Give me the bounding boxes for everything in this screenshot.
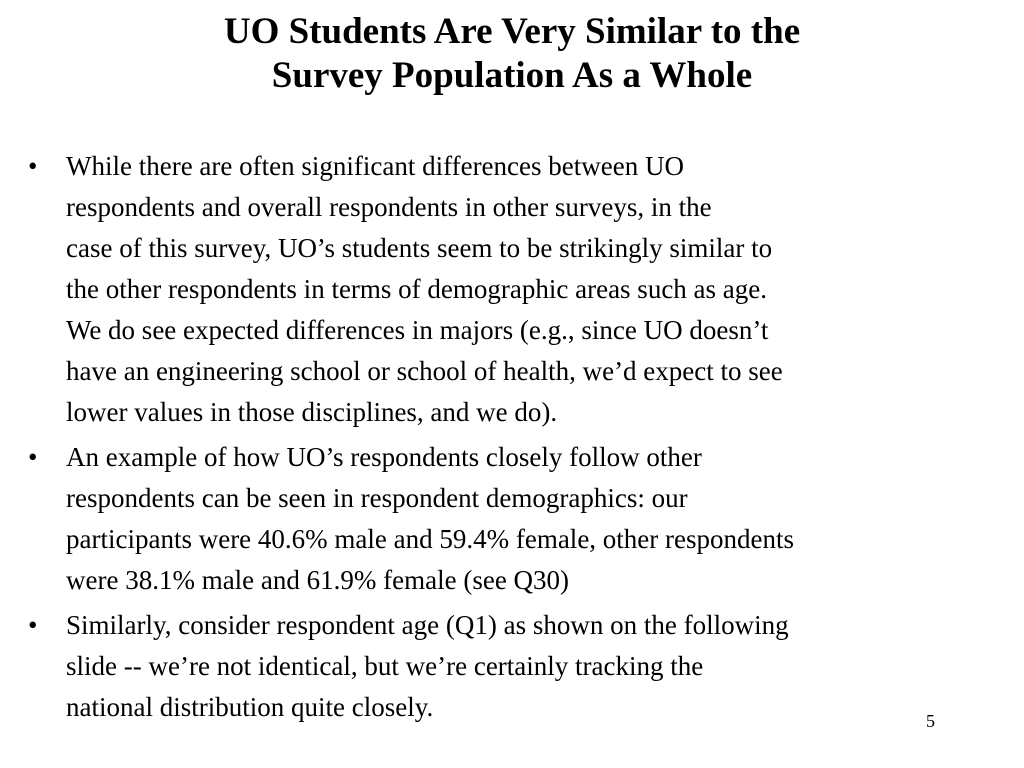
bullet-line: We do see expected differences in majors… <box>66 315 769 345</box>
bullet-line: While there are often significant differ… <box>66 151 684 181</box>
bullet-item-1: • While there are often significant diff… <box>28 146 998 433</box>
bullet-text: While there are often significant differ… <box>66 146 998 433</box>
bullet-text: Similarly, consider respondent age (Q1) … <box>66 605 998 728</box>
bullet-text: An example of how UO’s respondents close… <box>66 437 998 601</box>
bullet-line: An example of how UO’s respondents close… <box>66 442 702 472</box>
bullet-line: participants were 40.6% male and 59.4% f… <box>66 524 794 554</box>
bullet-dot: • <box>28 151 38 181</box>
slide-title: UO Students Are Very Similar to the Surv… <box>0 10 1024 98</box>
bullet-dot: • <box>28 442 38 472</box>
bullet-line: respondents can be seen in respondent de… <box>66 483 688 513</box>
bullet-line: were 38.1% male and 61.9% female (see Q3… <box>66 565 570 595</box>
bullet-dot: • <box>28 610 38 640</box>
bullet-item-3: • Similarly, consider respondent age (Q1… <box>28 605 998 728</box>
bullet-line: have an engineering school or school of … <box>66 356 783 386</box>
slide-title-line-2: Survey Population As a Whole <box>271 55 753 96</box>
bullet-list: • While there are often significant diff… <box>28 146 998 732</box>
bullet-line: respondents and overall respondents in o… <box>66 192 712 222</box>
page-number: 5 <box>926 711 935 731</box>
bullet-line: case of this survey, UO’s students seem … <box>66 233 773 263</box>
bullet-line: Similarly, consider respondent age (Q1) … <box>66 610 789 640</box>
bullet-line: national distribution quite closely. <box>66 692 434 722</box>
bullet-line: slide -- we’re not identical, but we’re … <box>66 651 704 681</box>
bullet-line: lower values in those disciplines, and w… <box>66 397 558 427</box>
bullet-item-2: • An example of how UO’s respondents clo… <box>28 437 998 601</box>
slide-title-line-1: UO Students Are Very Similar to the <box>223 11 801 52</box>
bullet-line: the other respondents in terms of demogr… <box>66 274 768 304</box>
